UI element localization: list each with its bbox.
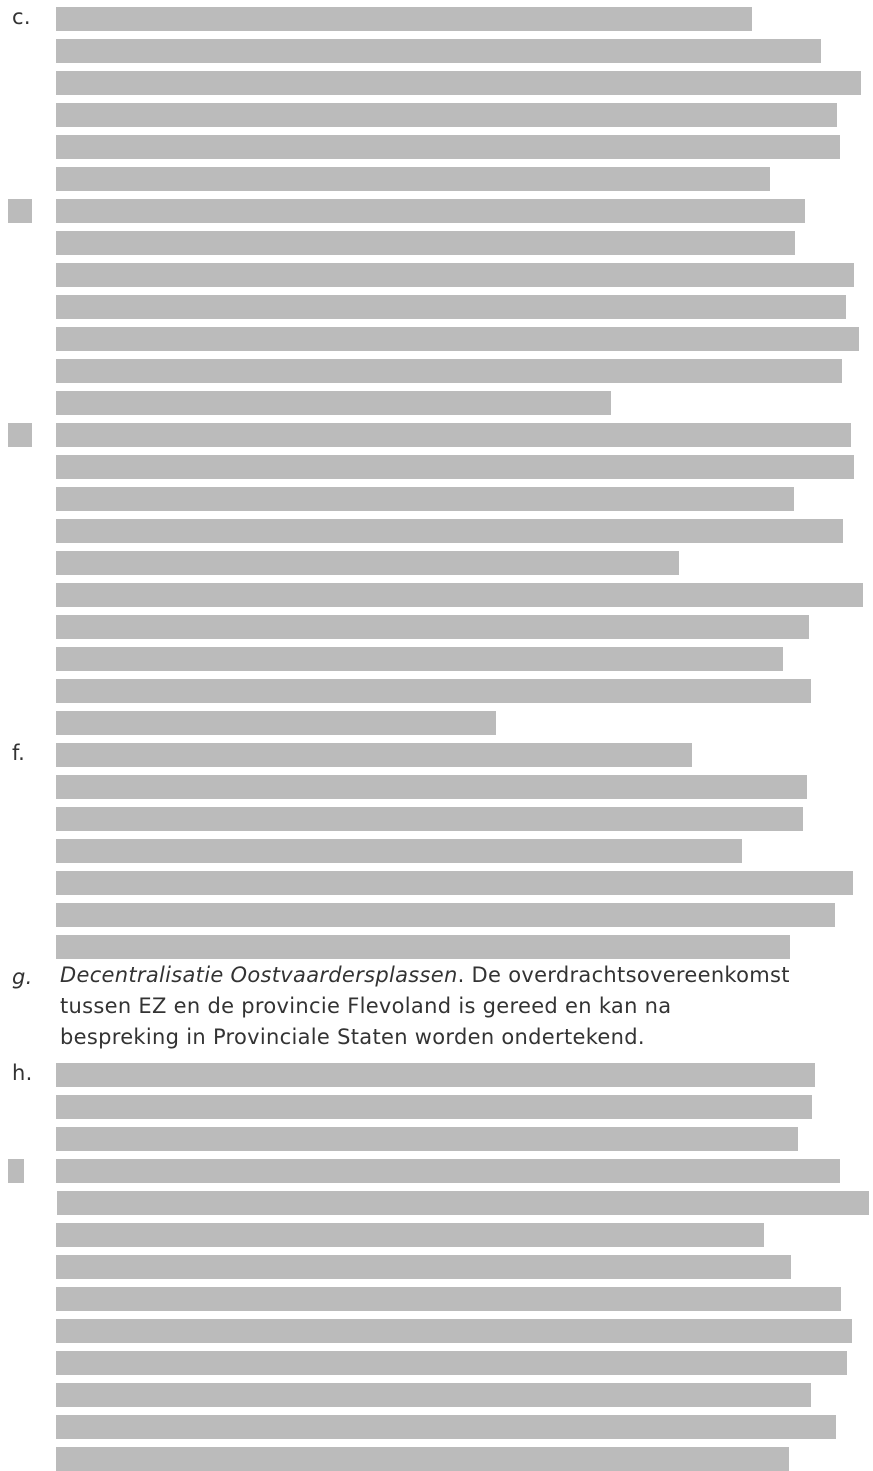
redaction-bar <box>56 263 854 287</box>
item-g-line-1: Decentralisatie Oostvaardersplassen. De … <box>60 960 872 991</box>
redaction-bar <box>56 711 496 735</box>
redaction-bar <box>56 583 863 607</box>
redaction-bar <box>56 423 851 447</box>
redaction-bar <box>56 1383 811 1407</box>
redaction-bar <box>56 39 821 63</box>
item-g-paragraph: Decentralisatie Oostvaardersplassen. De … <box>60 960 872 1053</box>
redaction-bar <box>56 7 752 31</box>
redaction-bar <box>56 935 790 959</box>
redaction-bar <box>56 231 795 255</box>
redaction-bar <box>56 1319 852 1343</box>
redaction-bar <box>56 455 854 479</box>
redaction-bar <box>56 1447 789 1471</box>
redaction-bar <box>56 871 853 895</box>
redaction-bar <box>56 519 843 543</box>
redaction-bar <box>57 1191 869 1215</box>
redaction-bar <box>56 327 859 351</box>
redacted-item-label <box>8 199 32 223</box>
redaction-bar <box>56 1415 836 1439</box>
redaction-bar <box>56 1351 847 1375</box>
item-g-line-1-rest: . De overdrachtsovereenkomst <box>457 963 790 987</box>
redaction-bar <box>56 775 807 799</box>
redaction-bar <box>56 1063 815 1087</box>
item-g-line-3: bespreking in Provinciale Staten worden … <box>60 1025 645 1049</box>
redaction-bar <box>56 295 846 319</box>
redaction-bar <box>56 71 861 95</box>
item-label-h: h. <box>12 1061 33 1085</box>
redaction-bar <box>56 903 835 927</box>
item-g-title: Decentralisatie Oostvaardersplassen <box>60 963 458 987</box>
redaction-bar <box>56 679 811 703</box>
redaction-bar <box>56 199 805 223</box>
redaction-bar <box>56 615 809 639</box>
redaction-bar <box>56 1255 791 1279</box>
redacted-item-label <box>8 423 32 447</box>
redaction-bar <box>56 647 783 671</box>
redaction-bar <box>56 1159 840 1183</box>
redaction-bar <box>56 1127 798 1151</box>
redaction-bar <box>56 167 770 191</box>
redaction-bar <box>56 359 842 383</box>
redaction-bar <box>56 1287 841 1311</box>
redaction-bar <box>56 807 803 831</box>
redaction-bar <box>56 839 742 863</box>
redaction-bar <box>56 551 679 575</box>
redaction-bar <box>56 135 840 159</box>
redaction-bar <box>56 103 837 127</box>
redaction-bar <box>56 487 794 511</box>
redaction-bar <box>56 1095 812 1119</box>
item-label-g: g. <box>12 965 33 989</box>
item-label-f: f. <box>12 741 26 765</box>
redaction-bar <box>56 391 611 415</box>
item-label-c: c. <box>12 5 31 29</box>
redaction-bar <box>56 743 692 767</box>
redaction-bar <box>56 1223 764 1247</box>
item-g-line-2: tussen EZ en de provincie Flevoland is g… <box>60 994 672 1018</box>
redacted-item-label <box>8 1159 24 1183</box>
